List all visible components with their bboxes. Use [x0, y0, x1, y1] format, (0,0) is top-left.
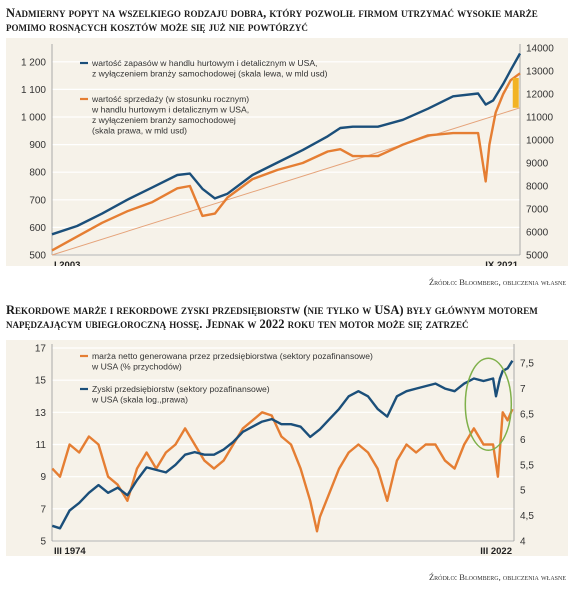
chart1-right-tick-8: 13000 — [526, 67, 554, 78]
chart1-title: Nadmierny popyt na wszelkiego rodzaju do… — [6, 6, 538, 34]
chart1-highlight-bar — [512, 77, 519, 108]
chart1-legend-text-1-0: wartość sprzedaży (w stosunku rocznym) — [91, 94, 249, 104]
chart2-left-tick-4: 13 — [35, 408, 47, 419]
chart1-x-end-label: IX 2021 — [485, 260, 518, 266]
chart1-legend-text-0-0: wartość zapasów w handlu hurtowym i deta… — [91, 58, 317, 68]
chart1-left-tick-3: 800 — [29, 168, 46, 179]
chart1-right-tick-6: 11000 — [526, 113, 554, 124]
chart2-right-tick-4: 6 — [520, 435, 526, 446]
chart1-series-2-line — [51, 107, 521, 256]
chart1-right-tick-7: 12000 — [526, 90, 554, 101]
chart1-legend-text-1-2: z wyłączeniem branży samochodowej — [92, 115, 236, 125]
chart1-legend-text-1-3: (skala prawa, w mld usd) — [92, 126, 187, 136]
chart1-left-tick-6: 1 100 — [21, 85, 46, 96]
chart1-series-1-line — [51, 72, 521, 252]
chart1-legend-text-0-1: z wyłączeniem branży samochodowej (skala… — [92, 69, 328, 79]
chart2-series-1-line — [51, 360, 514, 530]
chart1-legend-text-1-1: w handlu hurtowym i detalicznym w USA, — [91, 105, 249, 115]
chart2-legend-text-1-1: w USA (skala log.,prawa) — [91, 395, 188, 405]
chart1-right-tick-2: 7000 — [526, 205, 549, 216]
chart1-source: Źródło: Bloomberg, obliczenia własne — [428, 277, 566, 287]
chart2-right-tick-6: 7 — [520, 384, 526, 395]
chart2-highlight-ellipse — [464, 357, 513, 452]
chart2-legend-text-1-0: Zyski przedsiębiorstw (sektory pozafinan… — [92, 384, 270, 394]
chart2-panel: 5 7 9 11 13 15 17 4 4,5 5 5,5 6 6,5 7 7,5 III 1974 III 2… — [6, 340, 568, 558]
chart1-right-tick-5: 10000 — [526, 136, 554, 147]
chart1-left-tick-4: 900 — [29, 140, 46, 151]
chart2-left-tick-2: 9 — [40, 472, 46, 483]
chart2-legend-text-0-1: w USA (% przychodów) — [91, 362, 182, 372]
chart2-left-tick-0: 5 — [40, 537, 46, 548]
chart2-source: Źródło: Bloomberg, obliczenia własne — [428, 572, 566, 582]
chart1-left-tick-0: 500 — [29, 251, 46, 262]
chart1-right-tick-4: 9000 — [526, 159, 549, 170]
chart2-right-tick-7: 7,5 — [520, 359, 534, 370]
chart2-left-tick-6: 17 — [35, 344, 47, 355]
chart1-left-tick-1: 600 — [29, 223, 46, 234]
chart2-right-tick-5: 6,5 — [520, 410, 534, 421]
chart2-right-tick-1: 4,5 — [520, 511, 534, 522]
chart2-left-tick-1: 7 — [40, 504, 46, 515]
chart2-title: Rekordowe marże i rekordowe zyski przeds… — [6, 303, 538, 331]
chart1-left-tick-5: 1 000 — [21, 113, 46, 124]
chart1-x-start-label: I 2003 — [54, 260, 80, 266]
chart1-right-tick-3: 8000 — [526, 182, 549, 193]
chart2-right-tick-2: 5 — [520, 486, 526, 497]
chart2-right-tick-0: 4 — [520, 537, 526, 548]
chart2-right-tick-3: 5,5 — [520, 460, 534, 471]
chart1-left-tick-7: 1 200 — [21, 57, 46, 68]
chart2-left-tick-5: 15 — [35, 376, 47, 387]
chart2-plot: 5 7 9 11 13 15 17 4 4,5 5 5,5 6 6,5 7 7,5 III 1974 III 2… — [35, 344, 534, 558]
chart2-x-end-label: III 2022 — [480, 546, 512, 556]
chart1-right-tick-0: 5000 — [526, 251, 549, 262]
chart1-plot: 500 600 700 800 900 1 000 1 100 1 200 5000 6000 70… — [21, 44, 554, 272]
chart1-series-0-line — [51, 52, 522, 236]
chart2-series-0-line — [51, 408, 514, 533]
chart2-legend-text-0-0: marża netto generowana przez przedsiębio… — [92, 351, 373, 361]
chart1-left-tick-2: 700 — [29, 195, 46, 206]
chart2-x-start-label: III 1974 — [54, 546, 86, 556]
chart1-right-tick-1: 6000 — [526, 228, 549, 239]
chart2-left-tick-3: 11 — [36, 440, 47, 451]
chart1-panel: 500 600 700 800 900 1 000 1 100 1 200 5000 6000 70… — [6, 38, 568, 272]
chart1-right-tick-9: 14000 — [526, 44, 554, 55]
